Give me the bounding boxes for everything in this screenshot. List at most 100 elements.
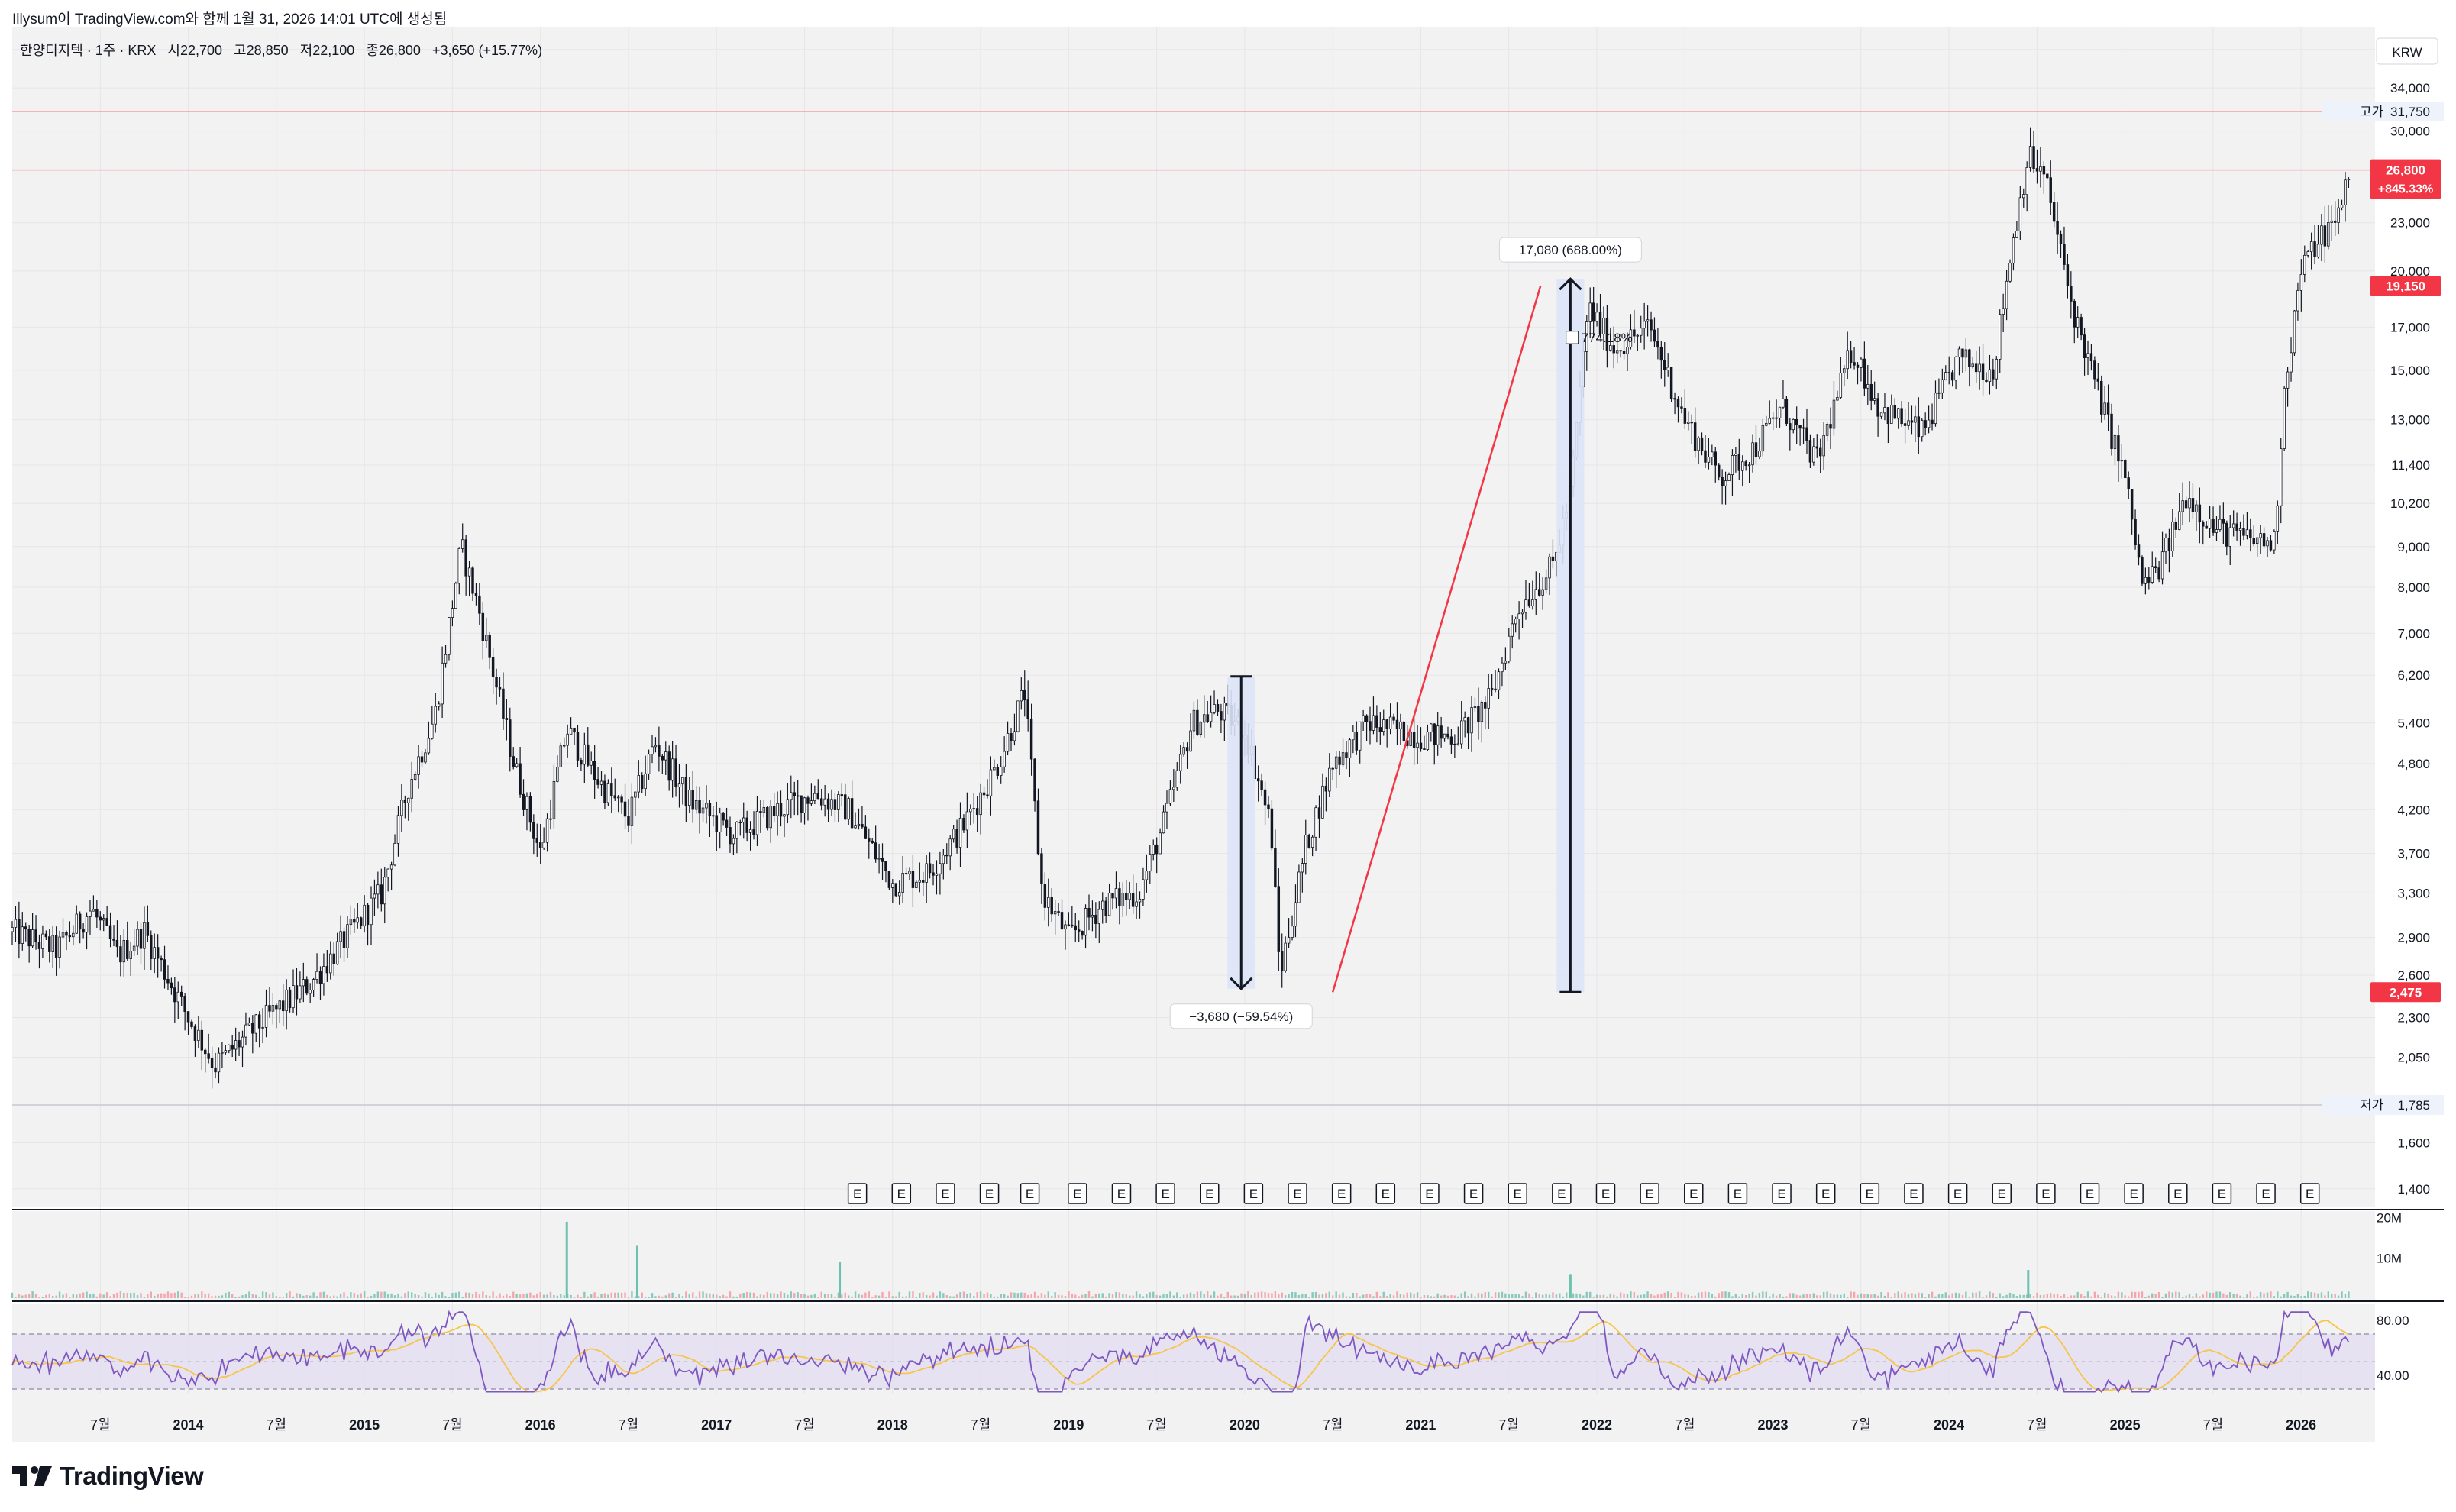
earnings-marker[interactable]	[2256, 1183, 2276, 1204]
candle-body	[1734, 453, 1737, 456]
candle-body	[393, 842, 396, 866]
candle-body	[840, 794, 844, 796]
volume-bar	[1325, 1293, 1327, 1298]
earnings-marker[interactable]	[1860, 1183, 1880, 1204]
candle-body	[11, 926, 14, 932]
volume-bar	[1585, 1291, 1588, 1298]
volume-bar	[1921, 1293, 1923, 1298]
earnings-marker[interactable]	[1068, 1183, 1087, 1204]
brand-name: TradingView	[60, 1462, 204, 1490]
earnings-marker[interactable]	[1772, 1183, 1792, 1204]
earnings-marker-label: E	[1382, 1187, 1390, 1201]
candle-body	[2171, 521, 2174, 551]
high-tag-value: 31,750	[2390, 105, 2430, 119]
earnings-marker[interactable]	[1552, 1183, 1572, 1204]
earnings-marker[interactable]	[2036, 1183, 2056, 1204]
candle-body	[309, 990, 312, 994]
volume-bar	[1850, 1291, 1852, 1298]
earnings-marker[interactable]	[1288, 1183, 1307, 1204]
volume-bar	[915, 1297, 918, 1298]
earnings-marker[interactable]	[1684, 1183, 1704, 1204]
earnings-marker[interactable]	[1904, 1183, 1924, 1204]
earnings-marker[interactable]	[1640, 1183, 1659, 1204]
candle-body	[454, 583, 457, 609]
volume-bar	[1210, 1295, 1212, 1298]
volume-bar	[1951, 1293, 1953, 1298]
volume-bar	[1243, 1294, 1246, 1298]
volume-bar	[1142, 1296, 1145, 1298]
volume-pane[interactable]	[12, 1211, 2375, 1300]
volume-bar	[1633, 1291, 1636, 1298]
drawing-layer[interactable]: −3,680 (−59.54%)17,080 (688.00%)774.18%	[1169, 237, 1642, 1029]
candle-body	[928, 863, 932, 874]
earnings-marker[interactable]	[2299, 1183, 2320, 1204]
currency-button[interactable]	[2376, 37, 2438, 65]
earnings-marker[interactable]	[2168, 1183, 2188, 1204]
volume-bar	[1288, 1294, 1290, 1298]
earnings-marker-label: E	[2086, 1187, 2094, 1201]
earnings-marker[interactable]	[1331, 1183, 1352, 1204]
candle-series[interactable]	[11, 127, 2351, 1089]
earnings-marker[interactable]	[1727, 1183, 1748, 1204]
candle-body	[2086, 353, 2089, 358]
legend-open: 시22,700	[167, 43, 222, 58]
candle-body	[396, 815, 400, 844]
earnings-marker[interactable]	[1199, 1183, 1220, 1204]
candle-body	[1968, 349, 1971, 367]
earnings-marker[interactable]	[1992, 1183, 2012, 1204]
candle-body	[857, 824, 861, 827]
volume-bar	[1091, 1296, 1094, 1298]
earnings-marker[interactable]	[1243, 1183, 1264, 1204]
earnings-marker[interactable]	[847, 1183, 868, 1204]
volume-bar	[1250, 1294, 1253, 1298]
volume-bar	[1165, 1294, 1168, 1298]
volume-bar	[1630, 1291, 1632, 1298]
earnings-marker[interactable]	[1508, 1183, 1527, 1204]
volume-bar	[1978, 1291, 1981, 1298]
earnings-marker[interactable]	[979, 1183, 1000, 1204]
candle-body	[2191, 498, 2195, 512]
earnings-marker[interactable]	[936, 1183, 955, 1204]
earnings-marker[interactable]	[1463, 1183, 1484, 1204]
candle-body	[1484, 702, 1487, 709]
earnings-marker[interactable]	[1815, 1183, 1836, 1204]
price-tick-label: 2,300	[2397, 1010, 2430, 1025]
volume-bar	[1446, 1295, 1449, 1298]
time-axis[interactable]	[12, 1394, 2375, 1442]
volume-bar	[1697, 1292, 1700, 1298]
volume-bar	[2185, 1295, 2187, 1298]
earnings-marker[interactable]	[1111, 1183, 1132, 1204]
earnings-marker[interactable]	[1420, 1183, 1440, 1204]
time-tick-label: 2017	[701, 1417, 732, 1433]
candle-body	[1778, 406, 1782, 418]
volume-bar	[1721, 1291, 1724, 1298]
candle-body	[1142, 879, 1145, 900]
earnings-marker[interactable]	[1020, 1183, 1040, 1204]
candle-body	[1087, 908, 1091, 918]
earnings-marker[interactable]	[1375, 1183, 1396, 1204]
volume-bar	[1169, 1291, 1171, 1298]
earnings-marker[interactable]	[2124, 1183, 2144, 1204]
candle-body	[2177, 511, 2181, 530]
volume-bar	[725, 1296, 728, 1298]
candle-body	[1622, 351, 1626, 354]
candle-body	[2012, 237, 2015, 264]
candle-body	[677, 783, 681, 787]
earnings-marker[interactable]	[1155, 1183, 1175, 1204]
candle-body	[1917, 416, 1921, 438]
candle-body	[576, 732, 580, 761]
earnings-marker[interactable]	[2080, 1183, 2100, 1204]
candle-body	[684, 777, 688, 806]
price-axis[interactable]	[2375, 27, 2444, 1442]
earnings-marker[interactable]	[891, 1183, 912, 1204]
trend-line	[1331, 286, 1542, 993]
earnings-marker[interactable]	[1595, 1183, 1616, 1204]
earnings-marker[interactable]	[2212, 1183, 2232, 1204]
volume-bar	[438, 1294, 440, 1298]
earnings-marker[interactable]	[1947, 1183, 1968, 1204]
candle-body	[1301, 863, 1304, 873]
brand-logo[interactable]: TradingView	[12, 1462, 204, 1491]
volume-bar	[1264, 1292, 1266, 1298]
